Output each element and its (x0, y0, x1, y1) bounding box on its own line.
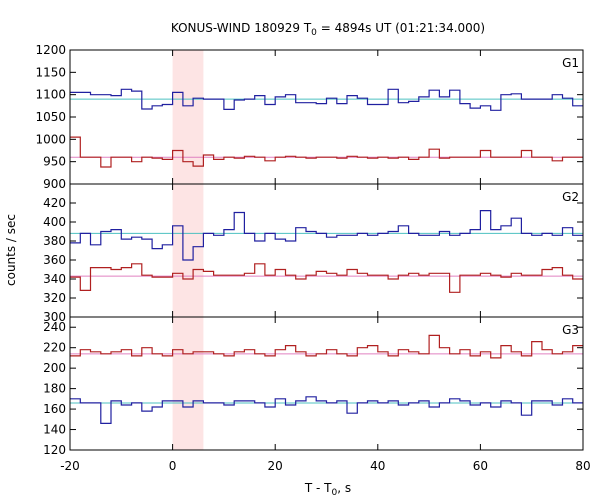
count-rate-histogram (70, 136, 583, 168)
y-tick-label: 180 (43, 382, 66, 396)
y-tick-label: 340 (43, 272, 66, 286)
x-tick-label: 60 (473, 459, 488, 473)
y-tick-label: 240 (43, 320, 66, 334)
y-tick-label: 1150 (35, 65, 66, 79)
y-axis-label: counts / sec (4, 214, 18, 286)
x-tick-label: 20 (268, 459, 283, 473)
panel-frame (69, 49, 584, 185)
plot-area: 90095010001050110011501200G1300320340360… (35, 43, 590, 473)
y-tick-label: 1000 (35, 132, 66, 146)
x-tick-label: 80 (575, 459, 590, 473)
y-tick-label: 320 (43, 291, 66, 305)
panel-label: G3 (562, 323, 579, 337)
y-tick-label: 420 (43, 196, 66, 210)
x-tick-label: 40 (370, 459, 385, 473)
panel-frame (69, 183, 584, 318)
count-rate-histogram (70, 396, 583, 424)
count-rate-histogram (70, 210, 583, 261)
panel-label: G1 (562, 56, 579, 70)
y-tick-label: 900 (43, 177, 66, 191)
count-rate-histogram (70, 263, 583, 293)
chart-title: KONUS-WIND 180929 T0 = 4894s UT (01:21:3… (171, 21, 485, 38)
y-tick-label: 1200 (35, 43, 66, 57)
y-tick-label: 400 (43, 215, 66, 229)
panel-g3: 120 140 160 180 200 220 240 G3 (43, 316, 584, 457)
y-tick-label: 380 (43, 234, 66, 248)
highlight-interval (172, 50, 204, 450)
y-tick-label: 300 (43, 310, 66, 324)
y-tick-label: 200 (43, 361, 66, 375)
x-axis-label: T - T0, s (304, 481, 351, 498)
x-tick-label: -20 (60, 459, 80, 473)
count-rate-histogram (70, 88, 583, 111)
y-tick-label: 140 (43, 423, 66, 437)
y-tick-label: 160 (43, 402, 66, 416)
panel-g2: 300 320 340 360 380 400 420 G2 (43, 183, 584, 324)
panel-label: G2 (562, 190, 579, 204)
count-rate-histogram (70, 334, 583, 359)
y-tick-label: 1050 (35, 110, 66, 124)
panel-g1: 900 950 1000 1050 1100 1150 1200 G1 (35, 43, 584, 191)
y-tick-label: 360 (43, 253, 66, 267)
y-tick-label: 1100 (35, 88, 66, 102)
y-tick-label: 950 (43, 155, 66, 169)
y-tick-label: 220 (43, 341, 66, 355)
x-tick-label: 0 (169, 459, 177, 473)
y-tick-label: 120 (43, 443, 66, 457)
panel-frame (69, 316, 584, 451)
